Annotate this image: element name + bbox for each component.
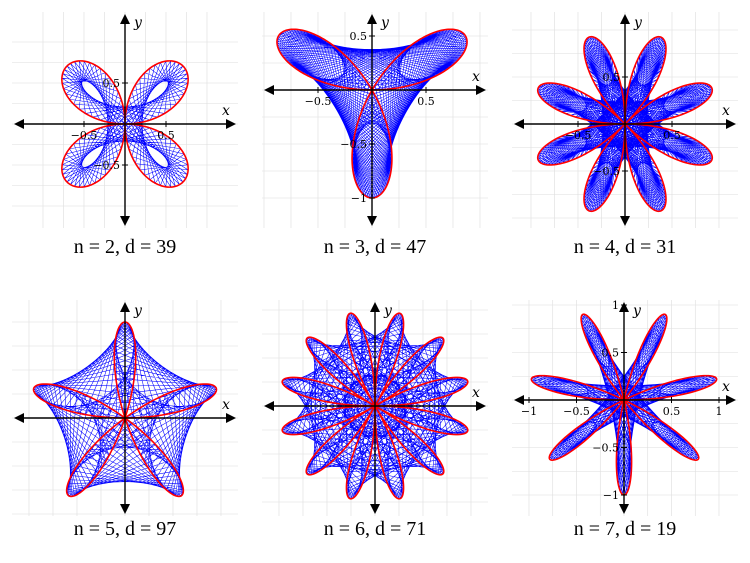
y-tick-label: 1 [612, 300, 619, 312]
panel-n4-d31: x y −0.5 0.5 0.5 −0.5 [512, 12, 738, 228]
x-axis-name: x [722, 103, 730, 119]
axes [264, 302, 486, 514]
axis-arrowhead [370, 302, 380, 312]
x-tick-label: −0.5 [565, 129, 592, 142]
axis-arrowhead [367, 14, 377, 24]
axis-arrowhead [14, 413, 24, 423]
y-tick-label: −0.5 [592, 442, 619, 455]
x-tick-label: 1 [716, 405, 723, 418]
axis-arrowhead [367, 216, 377, 226]
axis-arrowhead [120, 302, 130, 312]
axis-arrowhead [514, 119, 524, 129]
y-tick-label: 0.5 [602, 347, 620, 360]
axes [514, 14, 736, 226]
axis-arrowhead [620, 14, 630, 24]
axis-arrowhead [264, 85, 274, 95]
x-tick-label: −0.5 [305, 95, 332, 108]
axes [264, 14, 486, 226]
panel-caption: n = 7, d = 19 [573, 518, 677, 540]
y-tick-label: −1 [351, 192, 367, 205]
y-tick-label: −0.5 [340, 138, 367, 151]
axis-arrowhead [619, 302, 629, 312]
y-axis-name: y [632, 303, 642, 319]
axis-arrowhead [120, 14, 130, 24]
axis-arrowhead [619, 504, 629, 514]
panel-caption: n = 4, d = 31 [573, 236, 677, 258]
x-axis-name: x [472, 69, 480, 85]
x-tick-label: −0.5 [563, 405, 590, 418]
x-axis-name: x [222, 103, 230, 119]
y-tick-label: −0.5 [93, 159, 120, 172]
y-axis-name: y [633, 15, 643, 31]
panel-caption: n = 3, d = 47 [323, 236, 427, 258]
y-tick-label: −1 [603, 489, 619, 502]
panel-n3-d47: x y −0.5 0.5 0.5 −0.5 −1 [262, 12, 488, 228]
axis-arrowhead [476, 85, 486, 95]
x-tick-label: 0.5 [417, 95, 435, 108]
x-tick-label: −0.5 [71, 129, 98, 142]
x-axis-name: x [222, 397, 230, 413]
axis-arrowhead [620, 216, 630, 226]
axis-arrowhead [476, 401, 486, 411]
axis-arrowhead [726, 395, 736, 405]
y-axis-name: y [133, 303, 143, 319]
x-tick-label: 0.5 [157, 129, 175, 142]
panel-caption: n = 6, d = 71 [323, 518, 427, 540]
panel-n7-d19: x y −1 −0.5 0.5 1 1 0.5 −0.5 −1 [512, 300, 738, 516]
y-tick-label: 0.5 [603, 71, 621, 84]
y-tick-label: 0.5 [350, 30, 368, 43]
x-axis-name: x [722, 379, 730, 395]
panel-caption: n = 5, d = 97 [73, 518, 177, 540]
panel-n6-d71: xy [262, 300, 488, 516]
axis-arrowhead [120, 216, 130, 226]
axis-arrowhead [226, 119, 236, 129]
x-axis-name: x [472, 385, 480, 401]
x-tick-label: 0.5 [663, 129, 681, 142]
axes [14, 302, 236, 514]
y-axis-name: y [380, 15, 390, 31]
axis-arrowhead [120, 504, 130, 514]
x-tick-label: 0.5 [663, 405, 681, 418]
axes [514, 302, 736, 514]
panel-n5-d97: xy [12, 300, 238, 516]
x-tick-label: −1 [521, 405, 537, 418]
axis-arrowhead [514, 395, 524, 405]
panel-caption: n = 2, d = 39 [73, 236, 177, 258]
y-axis-name: y [133, 15, 143, 31]
panel-n2-d39: x y −0.5 0.5 0.5 −0.5 [12, 12, 238, 228]
axis-arrowhead [226, 413, 236, 423]
axis-arrowhead [264, 401, 274, 411]
axis-arrowhead [726, 119, 736, 129]
axes [14, 14, 236, 226]
axis-arrowhead [370, 504, 380, 514]
y-axis-name: y [383, 303, 393, 319]
axis-arrowhead [14, 119, 24, 129]
y-tick-label: 0.5 [103, 77, 121, 90]
y-tick-label: −0.5 [593, 165, 620, 178]
